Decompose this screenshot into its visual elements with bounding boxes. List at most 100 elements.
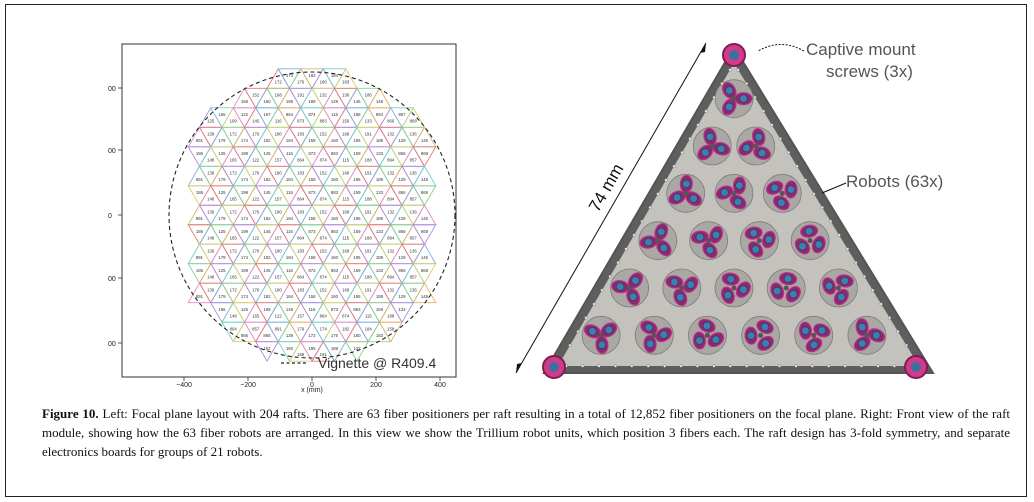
y-tick-label: 00 [108, 148, 116, 155]
edge-fastener [778, 137, 782, 141]
cluster-center [679, 285, 685, 291]
robot-cluster [736, 126, 776, 166]
raft-id: 189 [376, 177, 384, 182]
edge-fastener [624, 247, 628, 251]
robot-head [801, 326, 810, 335]
robot-cluster [666, 173, 706, 213]
raft-id: 873 [308, 151, 316, 156]
robot-head [597, 340, 607, 349]
robot-head [773, 286, 782, 296]
raft-id: 129 [398, 138, 406, 143]
raft-id: 191 [297, 92, 305, 97]
raft-id: 139 [286, 333, 294, 338]
raft-id: 883 [331, 229, 339, 234]
cluster-center [731, 96, 737, 102]
edge-fastener [761, 364, 765, 368]
raft-id: 894 [387, 157, 395, 162]
robot-head [760, 322, 770, 332]
cluster-center [709, 143, 715, 149]
screws-leader-line [757, 44, 805, 52]
robot-cluster [689, 221, 729, 261]
raft-id: 195 [308, 346, 316, 351]
robot-head [616, 282, 625, 291]
raft-id: 129 [331, 99, 339, 104]
raft-id: 874 [342, 313, 350, 318]
captive-screw-right [904, 355, 928, 379]
raft-id: 184 [331, 73, 339, 78]
robot-head [645, 339, 655, 348]
robot-head [742, 143, 751, 153]
raft-id: 868 [421, 151, 429, 156]
raft-id: 132 [387, 170, 395, 175]
raft-id: 868 [421, 268, 429, 273]
edge-fastener [712, 364, 716, 368]
robot-head [749, 228, 758, 238]
robots-leader-line [821, 182, 847, 194]
cluster-center [783, 285, 789, 291]
raft-id: 873 [297, 118, 305, 123]
raft-id: 136 [410, 131, 418, 136]
raft-id: 148 [230, 313, 238, 318]
raft-id: 145 [263, 268, 271, 273]
raft-id: 864 [297, 235, 305, 240]
raft-id: 883 [331, 268, 339, 273]
edge-fastener [770, 123, 774, 127]
cluster-center [731, 190, 737, 196]
raft-id: 157 [275, 274, 283, 279]
cluster-center [706, 238, 712, 244]
raft-cell [412, 263, 437, 285]
raft-id: 125 [218, 229, 226, 234]
raft-id: 873 [308, 229, 316, 234]
raft-id: 864 [297, 274, 305, 279]
robot-head [673, 193, 682, 202]
edge-fastener [810, 364, 814, 368]
raft-id: 136 [410, 287, 418, 292]
robot-head [695, 233, 704, 242]
raft-id: 180 [275, 131, 283, 136]
raft-id: 188 [365, 235, 373, 240]
raft-id: 195 [353, 294, 361, 299]
robot-head [631, 276, 640, 285]
robot-cluster [818, 268, 858, 308]
raft-cell [344, 341, 370, 363]
caption-text: Left: Focal plane layout with 204 rafts.… [42, 406, 1011, 459]
raft-id: 195 [353, 138, 361, 143]
raft-id: 168 [297, 352, 305, 357]
raft-id: 189 [376, 255, 384, 260]
raft-id: 132 [320, 92, 328, 97]
raft-id: 179 [297, 326, 305, 331]
robot-head [702, 321, 712, 330]
raft-id: 183 [297, 170, 305, 175]
raft-id: 883 [353, 307, 361, 312]
raft-id: 174 [286, 73, 294, 78]
dimension-label: 74 mm [585, 160, 627, 215]
raft-id: 160 [331, 138, 339, 143]
robot-head [786, 185, 796, 194]
raft-id: 116 [286, 268, 293, 273]
raft-id: 157 [275, 196, 283, 201]
cluster-center [598, 332, 604, 338]
raft-id: 857 [398, 112, 406, 117]
raft-id: 148 [207, 274, 215, 279]
raft-id: 868 [263, 333, 271, 338]
edge-fastener [794, 364, 798, 368]
raft-id: 188 [365, 196, 373, 201]
edge-fastener [820, 206, 824, 210]
raft-id: 184 [365, 326, 373, 331]
robot-head [725, 86, 734, 95]
raft-id: 891 [196, 294, 204, 299]
edge-fastener [887, 316, 892, 320]
robot-head [751, 245, 760, 254]
raft-id: 115 [342, 274, 349, 279]
edge-fastener [584, 316, 588, 320]
raft-module-figure: 74 mm Captive mount screws (3x) [506, 33, 1006, 393]
raft-id: 122 [252, 235, 260, 240]
robot-head [817, 326, 826, 335]
cluster-center [811, 332, 817, 338]
raft-id: 168 [342, 287, 350, 292]
raft-id: 891 [196, 138, 204, 143]
robot-head [777, 198, 786, 207]
edge-fastener [728, 364, 732, 368]
robot-head [706, 132, 715, 141]
raft-id: 125 [241, 307, 249, 312]
